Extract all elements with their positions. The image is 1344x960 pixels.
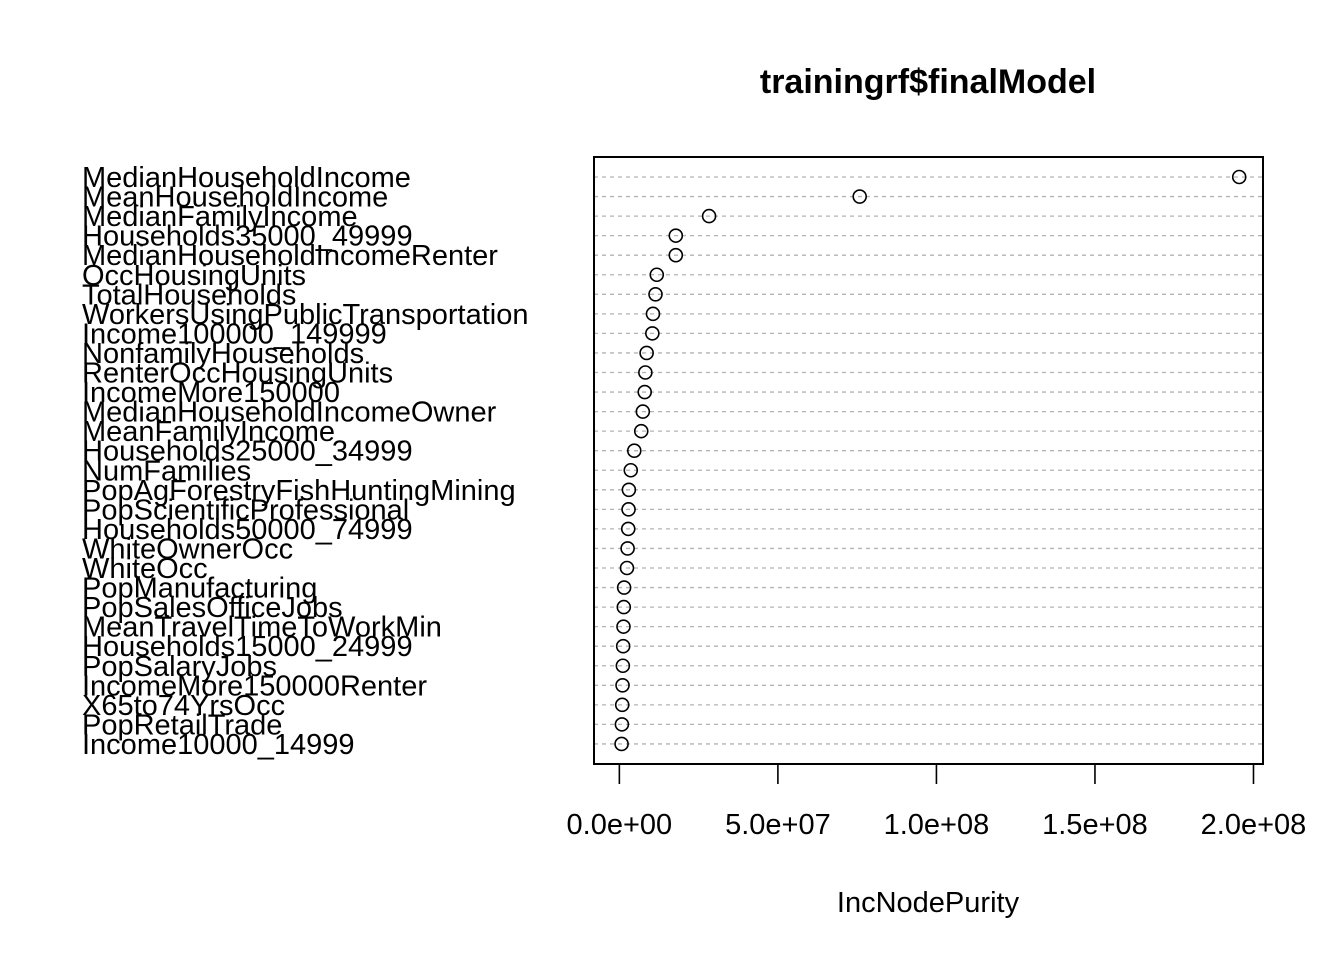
variable-label: MedianFamilyIncome <box>82 201 358 233</box>
data-point <box>614 736 629 752</box>
variable-label: PopScientificProfessional <box>82 494 409 526</box>
data-point <box>616 599 632 615</box>
variable-label: PopAgForestryFishHuntingMining <box>82 475 516 507</box>
data-point <box>701 208 717 224</box>
variable-label: Income100000_149999 <box>82 318 387 350</box>
variable-label: MedianHouseholdIncomeRenter <box>82 240 498 272</box>
data-point <box>648 286 663 302</box>
data-point <box>668 247 684 263</box>
data-point <box>616 580 632 595</box>
chart-title: trainingrf$finalModel <box>760 63 1096 101</box>
variable-label: Income10000_14999 <box>82 729 355 761</box>
variable-label: PopRetailTrade <box>82 709 282 741</box>
data-point <box>852 189 867 204</box>
variable-label: MedianHouseholdIncomeOwner <box>82 397 497 429</box>
data-point <box>645 306 661 322</box>
x-axis: 0.0e+00 5.0e+07 1.0e+08 1.5e+08 2.0e+08 <box>567 763 1307 841</box>
data-point <box>623 462 639 478</box>
variable-label: Households35000_49999 <box>82 221 413 253</box>
variable-label: MeanFamilyIncome <box>82 416 335 448</box>
x-axis-label: IncNodePurity <box>837 887 1020 919</box>
variable-label: NonfamilyHouseholds <box>82 338 364 370</box>
variable-label: MedianHouseholdIncome <box>82 162 411 194</box>
variable-label: MeanTravelTimeToWorkMin <box>82 612 442 644</box>
x-tick-label: 0.0e+00 <box>567 809 673 841</box>
data-point <box>614 697 630 713</box>
data-point <box>620 541 635 556</box>
plot-frame <box>593 156 1264 765</box>
variable-label: RenterOccHousingUnits <box>82 358 393 390</box>
variable-label: WorkersUsingPublicTransportation <box>82 299 528 331</box>
data-point <box>616 619 631 634</box>
data-point <box>649 267 665 283</box>
variable-label: IncomeMore150000Renter <box>82 670 427 702</box>
data-points <box>614 169 1247 752</box>
variable-label: WhiteOwnerOcc <box>82 533 293 565</box>
data-point <box>635 404 651 419</box>
data-point <box>615 677 630 693</box>
x-tick-label: 2.0e+08 <box>1201 809 1307 841</box>
variable-label: Households15000_24999 <box>82 631 413 663</box>
variable-label: NumFamilies <box>82 455 251 487</box>
data-point <box>615 638 631 654</box>
gridlines <box>594 176 1263 745</box>
variable-labels: MedianHouseholdIncomeMeanHouseholdIncome… <box>82 162 528 761</box>
variable-label: X65to74YrsOcc <box>82 690 285 722</box>
data-point <box>638 365 653 380</box>
data-point <box>637 384 653 400</box>
data-point <box>633 423 649 439</box>
data-point <box>645 326 660 341</box>
variable-label: Households50000_74999 <box>82 514 413 546</box>
variable-label: Households25000_34999 <box>82 436 413 468</box>
data-point <box>615 658 631 674</box>
data-point <box>639 345 654 361</box>
variable-label: IncomeMore150000 <box>82 377 340 409</box>
variable-label: WhiteOcc <box>82 553 208 585</box>
data-point <box>668 228 684 243</box>
data-point <box>626 443 642 459</box>
data-point <box>620 521 636 537</box>
data-point <box>621 502 636 517</box>
data-point <box>614 717 630 732</box>
variable-label: MeanHouseholdIncome <box>82 182 388 214</box>
variable-label: OccHousingUnits <box>82 260 306 292</box>
variable-label: PopSalaryJobs <box>82 651 277 683</box>
x-tick-label: 1.0e+08 <box>884 809 990 841</box>
data-point <box>1231 169 1247 185</box>
variable-label: PopManufacturing <box>82 573 317 605</box>
data-point <box>619 560 635 576</box>
data-point <box>621 482 637 498</box>
variable-label: PopSalesOfficeJobs <box>82 592 343 624</box>
x-tick-label: 5.0e+07 <box>725 809 831 841</box>
variable-label: TotalHouseholds <box>82 279 296 311</box>
x-tick-label: 1.5e+08 <box>1042 809 1148 841</box>
